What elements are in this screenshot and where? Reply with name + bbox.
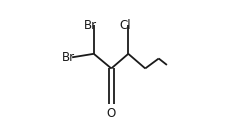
Text: Cl: Cl [119, 19, 131, 32]
Text: O: O [107, 107, 116, 117]
Text: Br: Br [62, 51, 75, 64]
Text: Br: Br [84, 19, 97, 32]
